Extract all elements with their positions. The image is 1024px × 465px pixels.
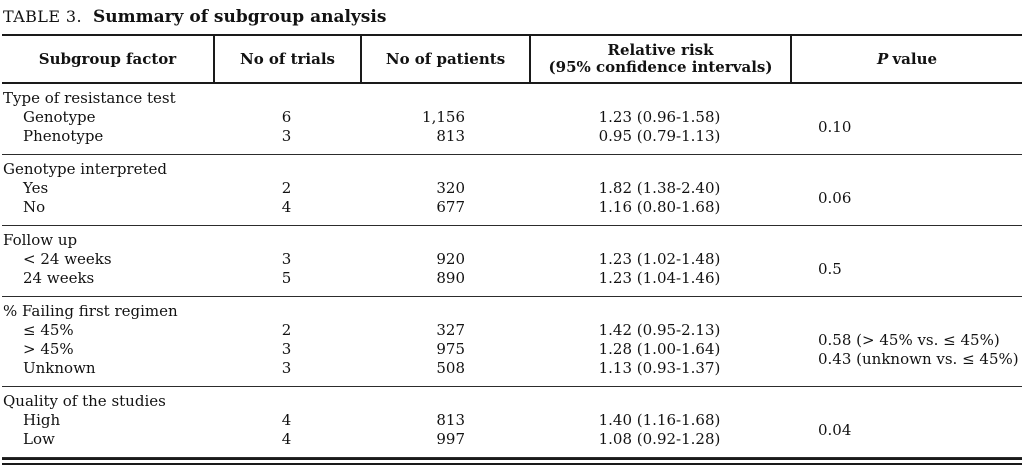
row-label: 24 weeks <box>23 269 95 287</box>
row-trials: 3 <box>281 359 292 377</box>
row-trials: 2 <box>281 321 292 339</box>
row-trials: 4 <box>281 411 292 429</box>
row-relative-risk: 1.82 (1.38-2.40) <box>598 179 721 197</box>
row-relative-risk: 1.23 (1.02-1.48) <box>598 250 721 268</box>
row-label: Genotype <box>23 108 96 126</box>
section-p-value: 0.10 <box>818 117 852 136</box>
section-factor: Follow up <box>3 231 78 249</box>
row-relative-risk: 1.16 (0.80-1.68) <box>598 198 721 216</box>
row-label: ≤ 45% <box>23 321 74 339</box>
section-factor: Quality of the studies <box>3 392 166 410</box>
row-relative-risk: 1.08 (0.92-1.28) <box>598 430 721 448</box>
row-relative-risk: 1.23 (1.04-1.46) <box>598 269 721 287</box>
row-trials: 3 <box>281 250 292 268</box>
row-patients: 920 <box>436 250 465 268</box>
row-label: < 24 weeks <box>23 250 112 268</box>
bottom-double-rule <box>2 458 1022 465</box>
row-relative-risk: 1.23 (0.96-1.58) <box>598 108 721 126</box>
section-quality-of-the-studies: Quality of the studies High 4 813 1.40 (… <box>2 387 1022 458</box>
row-patients: 508 <box>436 359 465 377</box>
row-relative-risk: 0.95 (0.79-1.13) <box>598 127 721 145</box>
row-trials: 2 <box>281 179 292 197</box>
row-patients: 975 <box>436 340 465 358</box>
table-number: TABLE 3. <box>3 7 82 26</box>
row-patients: 1,156 <box>422 108 465 126</box>
row-patients: 890 <box>436 269 465 287</box>
section-factor: Type of resistance test <box>3 89 176 107</box>
section-p-value: 0.04 <box>818 420 852 439</box>
row-relative-risk: 1.13 (0.93-1.37) <box>598 359 721 377</box>
row-relative-risk: 1.42 (0.95-2.13) <box>598 321 721 339</box>
row-trials: 4 <box>281 430 292 448</box>
table-title: TABLE 3. Summary of subgroup analysis <box>2 0 1022 34</box>
row-label: Unknown <box>23 359 96 377</box>
header-no-of-patients: No of patients <box>360 36 529 82</box>
row-patients: 813 <box>436 411 465 429</box>
row-relative-risk: 1.40 (1.16-1.68) <box>598 411 721 429</box>
row-label: No <box>23 198 46 216</box>
section-failing-first-regimen: % Failing first regimen ≤ 45% 2 327 1.42… <box>2 297 1022 387</box>
section-genotype-interpreted: Genotype interpreted Yes 2 320 1.82 (1.3… <box>2 155 1022 226</box>
table-header-row: Subgroup factor No of trials No of patie… <box>2 34 1022 84</box>
row-label: Yes <box>23 179 49 197</box>
row-trials: 6 <box>281 108 292 126</box>
row-patients: 813 <box>436 127 465 145</box>
row-trials: 3 <box>281 340 292 358</box>
table-caption: Summary of subgroup analysis <box>92 7 387 27</box>
row-trials: 4 <box>281 198 292 216</box>
row-label: Phenotype <box>23 127 104 145</box>
section-p-value: 0.06 <box>818 188 852 207</box>
section-p-value: 0.58 (> 45% vs. ≤ 45%) 0.43 (unknown vs.… <box>818 330 1019 368</box>
row-patients: 677 <box>436 198 465 216</box>
section-factor: Genotype interpreted <box>3 160 167 178</box>
row-relative-risk: 1.28 (1.00-1.64) <box>598 340 721 358</box>
row-label: > 45% <box>23 340 74 358</box>
section-follow-up: Follow up < 24 weeks 3 920 1.23 (1.02-1.… <box>2 226 1022 297</box>
section-factor: % Failing first regimen <box>3 302 178 320</box>
section-p-value: 0.5 <box>818 259 842 278</box>
header-no-of-trials: No of trials <box>213 36 360 82</box>
section-type-of-resistance-test: Type of resistance test Genotype 6 1,156… <box>2 84 1022 155</box>
row-patients: 320 <box>436 179 465 197</box>
row-label: Low <box>23 430 55 448</box>
row-label: High <box>23 411 61 429</box>
row-patients: 997 <box>436 430 465 448</box>
header-subgroup-factor: Subgroup factor <box>38 49 177 68</box>
row-trials: 3 <box>281 127 292 145</box>
row-trials: 5 <box>281 269 292 287</box>
row-patients: 327 <box>436 321 465 339</box>
header-relative-risk: Relative risk (95% confidence intervals) <box>529 36 790 82</box>
